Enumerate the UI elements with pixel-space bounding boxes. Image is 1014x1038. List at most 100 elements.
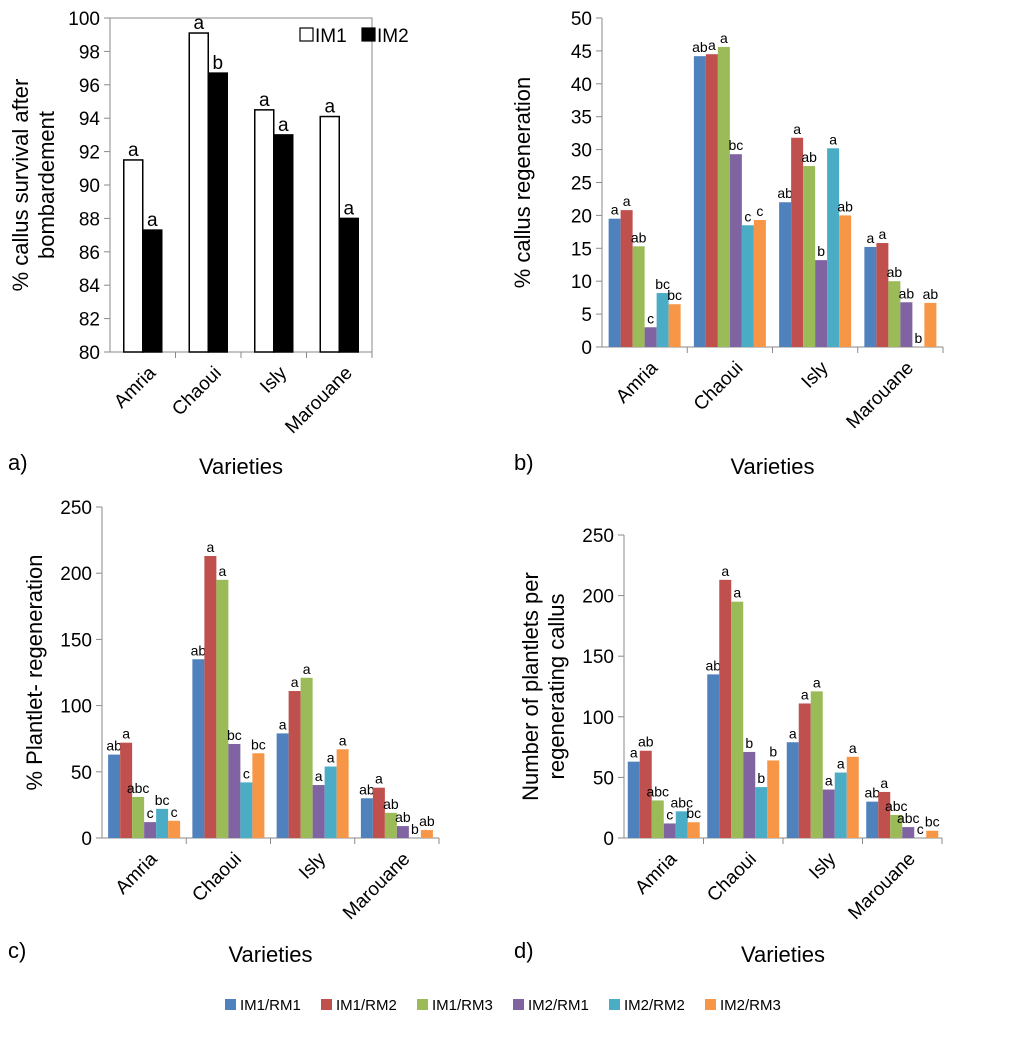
bar xyxy=(663,823,676,838)
y-tick-label: 50 xyxy=(71,763,92,784)
data-label: ab xyxy=(923,286,939,302)
y-tick-label: 30 xyxy=(571,141,592,162)
y-tick-label: 10 xyxy=(571,272,592,293)
data-label: b xyxy=(411,821,419,837)
bar xyxy=(767,760,780,838)
data-label: a xyxy=(878,226,886,242)
panel-label-c: c) xyxy=(8,938,26,963)
bar xyxy=(123,159,144,353)
bar xyxy=(729,154,742,347)
x-axis-title: Varieties xyxy=(731,454,815,479)
y-axis-title-line: % callus survival after xyxy=(8,79,33,292)
bar xyxy=(108,754,121,838)
y-tick-label: 150 xyxy=(582,647,614,668)
legend-label: IM1/RM1 xyxy=(240,997,301,1014)
y-tick-label: 200 xyxy=(582,587,614,608)
x-axis-title: Varieties xyxy=(741,942,825,967)
x-tick-label: Isly xyxy=(256,362,291,397)
legend-swatch xyxy=(513,999,524,1010)
bar xyxy=(288,691,301,838)
x-tick-label: Isly xyxy=(798,357,833,392)
bar xyxy=(192,659,205,838)
bar xyxy=(731,601,744,838)
bar xyxy=(810,691,823,838)
data-label: ab xyxy=(705,657,721,673)
bar xyxy=(207,72,228,353)
y-tick-label: 80 xyxy=(79,343,100,364)
data-label: a xyxy=(733,585,741,601)
y-axis-title-line: bombardement xyxy=(34,111,59,259)
bar xyxy=(312,785,325,838)
chart-panel-a: 80828486889092949698100AmriaaaChaouiabIs… xyxy=(8,9,409,479)
y-tick-label: 94 xyxy=(79,109,101,130)
bar xyxy=(240,782,253,838)
bar xyxy=(719,579,732,838)
data-label: a xyxy=(303,661,311,677)
y-tick-label: 40 xyxy=(571,75,592,96)
data-label: a xyxy=(721,563,729,579)
y-tick-label: 0 xyxy=(581,338,592,359)
bar xyxy=(827,148,840,347)
y-tick-label: 86 xyxy=(79,243,100,264)
bar xyxy=(651,800,664,838)
bar xyxy=(834,772,847,838)
y-tick-label: 200 xyxy=(60,564,92,585)
x-tick-label: Isly xyxy=(295,848,330,883)
data-label: a xyxy=(291,674,299,690)
bar xyxy=(204,555,217,838)
data-label: a xyxy=(829,131,837,147)
x-tick-label: Chaoui xyxy=(168,363,225,420)
legend-swatch xyxy=(609,999,620,1010)
data-label: a xyxy=(278,115,289,136)
bar xyxy=(336,749,349,838)
bar xyxy=(755,787,768,838)
data-label: c xyxy=(744,208,751,224)
legend-label: IM1/RM2 xyxy=(336,997,397,1014)
legend-label: IM2 xyxy=(377,26,409,47)
data-label: a xyxy=(866,230,874,246)
data-label: a xyxy=(206,539,214,555)
data-label: bc xyxy=(925,814,940,830)
charts-layer: 80828486889092949698100AmriaaaChaouiabIs… xyxy=(8,9,944,967)
data-label: abc xyxy=(646,783,669,799)
data-label: a xyxy=(789,725,797,741)
data-label: a xyxy=(623,193,631,209)
x-tick-label: Isly xyxy=(805,848,840,883)
data-label: bc xyxy=(155,792,170,808)
bar xyxy=(743,751,756,838)
bar xyxy=(668,304,681,347)
data-label: abc xyxy=(897,810,920,826)
y-tick-label: 15 xyxy=(571,239,592,260)
data-label: b xyxy=(914,330,922,346)
legend-label: IM1/RM3 xyxy=(432,997,493,1014)
y-tick-label: 35 xyxy=(571,108,592,129)
y-axis-title-line: Number of plantlets per xyxy=(518,572,543,801)
data-label: a xyxy=(327,750,335,766)
bar xyxy=(144,822,157,838)
bar xyxy=(888,281,901,347)
data-label: a xyxy=(324,97,335,118)
y-tick-label: 100 xyxy=(68,9,100,30)
bar xyxy=(705,54,718,347)
y-tick-label: 0 xyxy=(81,829,92,850)
y-tick-label: 88 xyxy=(79,209,100,230)
bar xyxy=(396,826,409,838)
y-tick-label: 84 xyxy=(79,276,101,297)
panel-label-b: b) xyxy=(514,450,534,475)
data-label: a xyxy=(339,732,347,748)
data-label: a xyxy=(720,30,728,46)
legend: IM1/RM1 IM1/RM2 IM1/RM3 IM2/RM1 IM2/RM2 IM2/R… xyxy=(225,997,781,1014)
y-tick-label: 25 xyxy=(571,174,592,195)
bar xyxy=(254,109,275,353)
bar xyxy=(620,210,633,347)
bar xyxy=(644,327,657,347)
data-label: a xyxy=(880,775,888,791)
bar xyxy=(338,217,359,353)
y-axis-title: % callus regeneration xyxy=(510,77,535,289)
bar xyxy=(632,246,645,347)
bar xyxy=(876,243,889,347)
data-label: ab xyxy=(106,738,122,754)
data-label: c xyxy=(756,203,763,219)
bar xyxy=(753,220,766,347)
bar xyxy=(252,753,265,838)
